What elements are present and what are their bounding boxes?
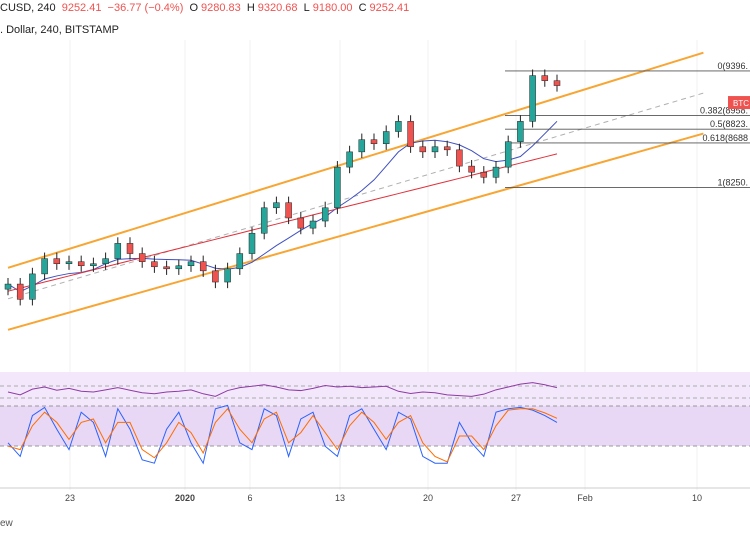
candle-body bbox=[29, 273, 36, 300]
channel-line-mid bbox=[7, 92, 704, 300]
candle-body bbox=[468, 165, 475, 173]
candle-body bbox=[346, 151, 353, 168]
x-tick-label: 10 bbox=[692, 493, 702, 503]
symbol-header: CUSD, 240 9252.41 −36.77 (−0.4%) O 9280.8… bbox=[0, 2, 412, 14]
candle-body bbox=[248, 232, 256, 254]
candle-body bbox=[504, 141, 512, 168]
x-tick-label: 6 bbox=[247, 493, 252, 503]
candle-body bbox=[199, 261, 207, 272]
candle-body bbox=[175, 265, 183, 270]
candle-body bbox=[163, 266, 170, 270]
candle-body bbox=[41, 258, 48, 275]
price-tag-box bbox=[728, 96, 750, 110]
candle-body bbox=[151, 261, 158, 268]
fib-label: 0.618(8688 bbox=[702, 133, 748, 143]
ma-long-line bbox=[7, 153, 558, 292]
x-tick-label: Feb bbox=[577, 493, 593, 503]
footer-label: ew bbox=[0, 518, 13, 529]
candle-body bbox=[382, 131, 390, 144]
stoch-k-line bbox=[7, 404, 558, 465]
symbol-label: CUSD, 240 bbox=[0, 2, 56, 14]
open-label: O bbox=[189, 2, 198, 14]
rsi-band bbox=[0, 372, 750, 412]
candle-body bbox=[358, 139, 366, 153]
candle-body bbox=[297, 217, 305, 229]
candle-body bbox=[236, 253, 244, 270]
price-change: −36.77 (−0.4%) bbox=[107, 2, 184, 14]
candle-body bbox=[541, 75, 549, 81]
high-label: H bbox=[246, 2, 255, 14]
candle-body bbox=[517, 121, 524, 142]
candle-body bbox=[431, 146, 439, 153]
x-axis: 23 2020 6 13 20 27 Feb 10 bbox=[0, 487, 750, 503]
moving-averages bbox=[7, 120, 558, 293]
candle-body bbox=[16, 283, 24, 300]
candle-body bbox=[126, 243, 134, 254]
candle-body bbox=[138, 253, 146, 262]
candle-body bbox=[407, 121, 414, 148]
low-label: L bbox=[303, 2, 310, 14]
candle-body bbox=[553, 80, 561, 86]
candle-body bbox=[273, 202, 280, 209]
ma-short-line bbox=[7, 120, 558, 293]
stoch-band bbox=[0, 406, 750, 446]
fib-label: 0.5(8823. bbox=[710, 119, 748, 129]
candle-body bbox=[480, 171, 488, 178]
last-price: 9252.41 bbox=[61, 2, 102, 14]
stoch-d-line bbox=[7, 407, 558, 463]
candle-body bbox=[114, 243, 122, 259]
rsi-panel bbox=[0, 372, 750, 412]
price-tag: BTC bbox=[728, 96, 750, 110]
candle-body bbox=[212, 270, 219, 283]
candle-body bbox=[443, 146, 451, 151]
x-tick-label: 2020 bbox=[175, 493, 195, 503]
candle-body bbox=[492, 166, 500, 178]
candle-body bbox=[90, 263, 97, 267]
candle-body bbox=[260, 207, 268, 234]
price-tag-label: BTC bbox=[733, 99, 749, 108]
stoch-panel bbox=[0, 404, 750, 465]
candle-body bbox=[285, 202, 292, 219]
x-tick-label: 27 bbox=[511, 493, 521, 503]
chart-subtitle: . Dollar, 240, BITSTAMP bbox=[0, 24, 120, 36]
candle-body bbox=[53, 258, 61, 264]
x-tick-label: 23 bbox=[65, 493, 75, 503]
candle-body bbox=[529, 75, 536, 122]
low-value: 9180.00 bbox=[312, 2, 353, 14]
close-value: 9252.41 bbox=[369, 2, 410, 14]
channel-line-upper bbox=[7, 51, 704, 269]
candle-body bbox=[187, 261, 195, 267]
fibonacci-levels: 0(9396. 0.382(8958. 0.5(8823. 0.618(8688 1(8… bbox=[505, 61, 750, 188]
candle-body bbox=[4, 283, 12, 290]
open-value: 9280.83 bbox=[201, 2, 241, 14]
x-tick-label: 20 bbox=[423, 493, 433, 503]
candle-body bbox=[65, 261, 73, 264]
x-tick-label: 13 bbox=[335, 493, 345, 503]
candle-body bbox=[309, 220, 317, 229]
close-label: C bbox=[358, 2, 367, 14]
candle-body bbox=[102, 258, 109, 264]
channel-line-lower bbox=[7, 132, 704, 331]
candle-body bbox=[456, 149, 463, 167]
candle-body bbox=[395, 121, 402, 132]
candles bbox=[4, 69, 561, 306]
candle-body bbox=[77, 261, 85, 267]
candle-body bbox=[334, 166, 341, 209]
candle-body bbox=[224, 268, 231, 283]
high-value: 9320.68 bbox=[257, 2, 298, 14]
fib-label: 1(8250. bbox=[717, 177, 748, 187]
fib-label: 0.382(8958. bbox=[700, 105, 748, 115]
candle-body bbox=[321, 207, 329, 222]
candle-body bbox=[370, 139, 378, 144]
rsi-line bbox=[7, 382, 558, 397]
candle-body bbox=[419, 146, 427, 153]
channel-lines bbox=[7, 51, 704, 331]
fib-label: 0(9396. bbox=[717, 61, 748, 71]
